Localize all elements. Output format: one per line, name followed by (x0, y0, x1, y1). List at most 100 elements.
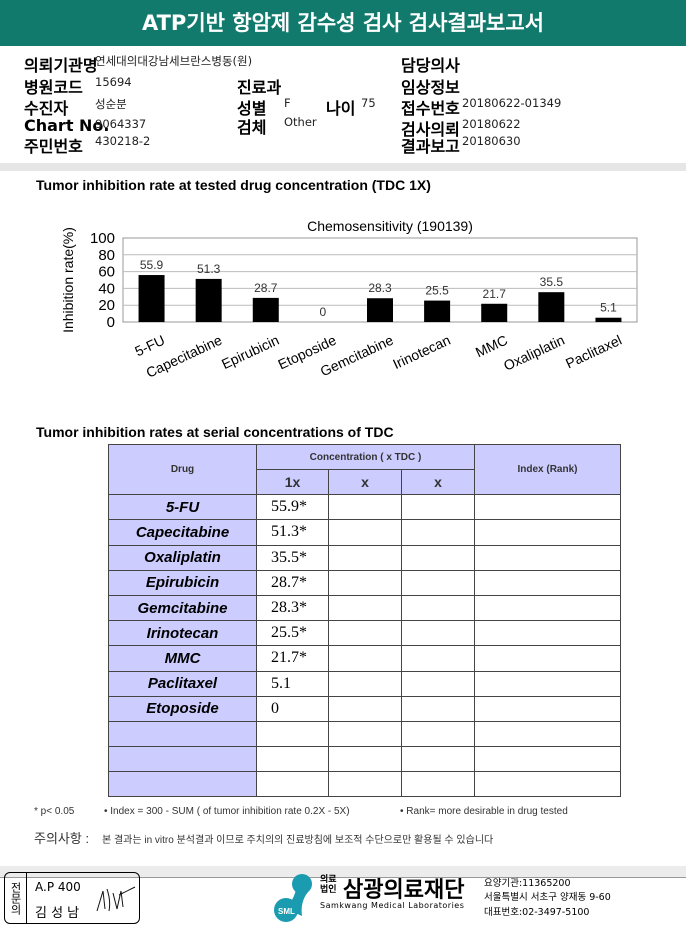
value-x (328, 771, 402, 798)
table-row: Irinotecan 25.5* (108, 620, 621, 647)
data-label: 55.9 (140, 258, 164, 272)
note-index: • Index = 300 - SUM ( of tumor inhibitio… (104, 806, 350, 817)
stamp-label: 전문의 (5, 873, 27, 923)
caution-label: 주의사항 : (34, 831, 90, 846)
age-label: 나이 (326, 99, 356, 118)
org-phone: 대표번호:02-3497-5100 (484, 907, 590, 918)
id-label: 주민번호 (24, 137, 83, 156)
table-row: Gemcitabine 28.3* (108, 594, 621, 622)
y-tick-label: 80 (98, 247, 115, 264)
value-x (401, 720, 475, 748)
value-x (328, 544, 402, 571)
section2-title: Tumor inhibition rates at serial concent… (36, 424, 394, 440)
bar (367, 298, 393, 322)
y-tick-label: 0 (107, 314, 115, 331)
value-1x: 55.9* (256, 494, 329, 521)
chart-no: 9064337 (95, 117, 147, 131)
sex: F (284, 96, 291, 110)
value-x (401, 746, 475, 773)
x-tick-label: Epirubicin (219, 332, 281, 372)
drug-name: MMC (108, 645, 257, 672)
y-tick-label: 100 (90, 230, 115, 247)
drug-name (108, 771, 257, 798)
drug-name: Irinotecan (108, 620, 257, 647)
data-label: 5.1 (600, 301, 617, 315)
bar (252, 297, 279, 322)
data-label: 28.3 (368, 281, 392, 295)
y-tick-label: 60 (98, 264, 115, 281)
data-label: 0 (320, 305, 327, 319)
data-label: 35.5 (540, 275, 564, 289)
table-row: Etoposide 0 (108, 695, 621, 722)
drug-name (108, 746, 257, 773)
value-x (328, 494, 402, 521)
chart-title: Chemosensitivity (190139) (307, 218, 473, 234)
y-axis-label: Inhibition rate(%) (60, 227, 76, 333)
value-x (401, 494, 475, 521)
receipt-label: 접수번호 (401, 99, 460, 118)
drug-name: Oxaliplatin (108, 544, 257, 571)
index-rank (474, 695, 621, 722)
value-x (328, 720, 402, 748)
drug-name: Epirubicin (108, 569, 257, 596)
ap-number: A.P 400 (35, 880, 81, 894)
value-1x: 25.5* (256, 620, 329, 647)
value-x (401, 594, 475, 622)
data-label: 51.3 (197, 262, 221, 276)
table-row: MMC 21.7* (108, 645, 621, 672)
request: 20180622 (462, 117, 521, 131)
value-1x (256, 720, 329, 748)
drug-name (108, 720, 257, 748)
sub-header: x (328, 468, 402, 496)
clinical-label: 임상정보 (401, 78, 460, 97)
org-name: 삼광의료재단 (343, 878, 465, 903)
data-label: 21.7 (483, 287, 507, 301)
x-tick-label: Oxaliplatin (501, 332, 567, 374)
table-row: 5-FU 55.9* (108, 494, 621, 521)
org-address: 서울특별시 서초구 양재동 9-60 (484, 892, 611, 903)
index-header: Index (Rank) (474, 443, 621, 496)
index-rank (474, 519, 621, 546)
bar (138, 275, 165, 322)
specimen-label: 검체 (237, 118, 267, 137)
results-table: Drug Concentration ( x TDC ) Index (Rank… (108, 443, 621, 798)
value-x (401, 620, 475, 647)
x-tick-label: Irinotecan (390, 332, 452, 372)
value-1x: 51.3* (256, 519, 329, 546)
index-rank (474, 620, 621, 647)
index-rank (474, 670, 621, 697)
concentration-header: Concentration ( x TDC ) (256, 444, 475, 470)
chart-no-label: Chart No. (24, 116, 110, 135)
sub-header: 1x (256, 468, 329, 496)
value-x (401, 771, 475, 798)
index-rank (474, 544, 621, 571)
data-label: 28.7 (254, 281, 278, 295)
specimen: Other (284, 115, 317, 129)
y-tick-label: 20 (98, 297, 115, 314)
hospital-code: 15694 (95, 75, 132, 89)
value-1x (256, 746, 329, 773)
x-tick-label: 5-FU (132, 332, 167, 360)
specialist-name: 김 성 남 (35, 906, 80, 921)
value-x (328, 645, 402, 672)
table-row: Paclitaxel 5.1 (108, 670, 621, 697)
note-p: * p< 0.05 (34, 806, 75, 817)
index-rank (474, 720, 621, 748)
index-rank (474, 771, 621, 798)
value-1x: 21.7* (256, 645, 329, 672)
bar (481, 303, 508, 322)
org-prefix: 의료법인 (320, 875, 337, 895)
value-x (328, 695, 402, 722)
value-1x: 5.1 (256, 670, 329, 697)
report-label: 결과보고 (401, 137, 460, 156)
table-row: Epirubicin 28.7* (108, 569, 621, 596)
section1-title: Tumor inhibition rate at tested drug con… (36, 177, 431, 193)
patient: 성순분 (95, 97, 127, 111)
doctor-label: 담당의사 (401, 56, 460, 75)
svg-text:SML: SML (278, 907, 295, 916)
value-x (401, 645, 475, 672)
table-row (108, 746, 621, 773)
index-rank (474, 494, 621, 521)
value-x (328, 620, 402, 647)
value-x (401, 569, 475, 596)
